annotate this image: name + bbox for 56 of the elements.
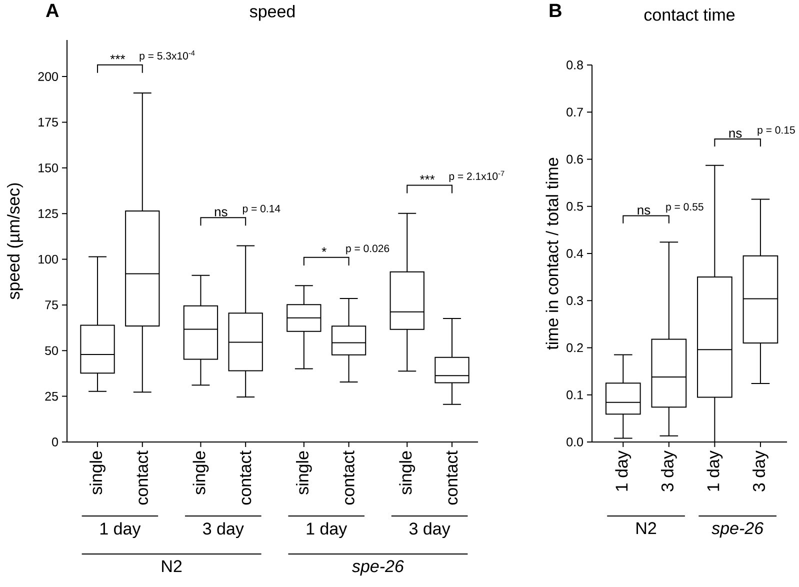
x-tick-label: contact — [136, 450, 148, 505]
annotation: *** — [420, 175, 435, 180]
y-tick-label: 150 — [38, 163, 58, 172]
x-tick-label: single — [90, 451, 106, 494]
text: 3 day — [409, 522, 450, 538]
x-tick-label: single — [296, 451, 312, 494]
x-tick-label: 1 day — [706, 450, 723, 491]
y-tick-label: 0.4 — [566, 249, 584, 258]
y-tick-label: 50 — [45, 346, 58, 356]
x-tick-label: 3 day — [752, 450, 768, 492]
text: 1 day — [306, 522, 348, 538]
x-tick-label: contact — [240, 450, 252, 505]
y-tick-label: 0.1 — [566, 390, 583, 400]
annotation: p = 5.3x10$^{-4}$ — [140, 50, 195, 62]
y-tick-label: 175 — [38, 118, 58, 127]
text: N2 — [636, 522, 656, 534]
annotation: *** — [110, 54, 126, 60]
text: N2 — [162, 560, 182, 572]
x-tick-label: single — [399, 451, 416, 494]
x-tick-label: single — [192, 451, 209, 494]
annotation: * — [322, 247, 326, 252]
chart-title: contact time — [644, 8, 735, 21]
annotation: p = 0.15 — [758, 126, 795, 136]
x-tick-label: contact — [446, 450, 458, 505]
text: 3 day — [203, 522, 244, 538]
y-tick-label: 0.5 — [566, 202, 583, 211]
text: A — [46, 4, 59, 17]
chart-title: speed — [250, 4, 295, 21]
text: B — [550, 4, 562, 17]
y-tick-label: 125 — [38, 209, 58, 218]
x-tick-label: 3 day — [660, 450, 677, 492]
y-tick-label: 75 — [45, 300, 58, 310]
annotation: ns — [638, 207, 650, 215]
y-tick-label: 0.7 — [566, 108, 583, 117]
y-tick-label: 0.8 — [566, 60, 583, 70]
y-axis-title: time in contact / total time — [546, 158, 558, 350]
y-tick-label: 0.2 — [566, 343, 583, 352]
annotation: ns — [729, 130, 742, 138]
y-tick-label: 0.0 — [566, 438, 584, 446]
y-tick-label: 0.3 — [566, 296, 583, 306]
y-axis-title: speed (µm/sec) — [7, 183, 23, 300]
annotation: ns — [214, 209, 228, 216]
text: spe-26 — [352, 560, 404, 576]
annotation: p = 0.14 — [242, 204, 280, 214]
annotation: p = 2.1x10$^{-7}$ — [449, 170, 504, 182]
x-tick-label: 1 day — [615, 450, 632, 491]
annotation: p = 0.55 — [666, 203, 704, 213]
x-tick-label: contact — [343, 450, 354, 505]
y-tick-label: 100 — [38, 254, 58, 264]
y-tick-label: 25 — [45, 392, 58, 401]
text: 1 day — [100, 522, 141, 538]
y-tick-label: 0 — [52, 438, 58, 446]
y-tick-label: 0.6 — [566, 154, 583, 164]
y-tick-label: 200 — [38, 72, 58, 81]
annotation: p = 0.026 — [346, 244, 390, 254]
text: spe-26 — [712, 522, 764, 538]
